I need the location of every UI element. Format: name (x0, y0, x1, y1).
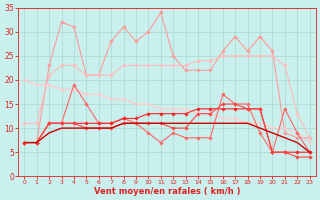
X-axis label: Vent moyen/en rafales ( km/h ): Vent moyen/en rafales ( km/h ) (94, 187, 240, 196)
